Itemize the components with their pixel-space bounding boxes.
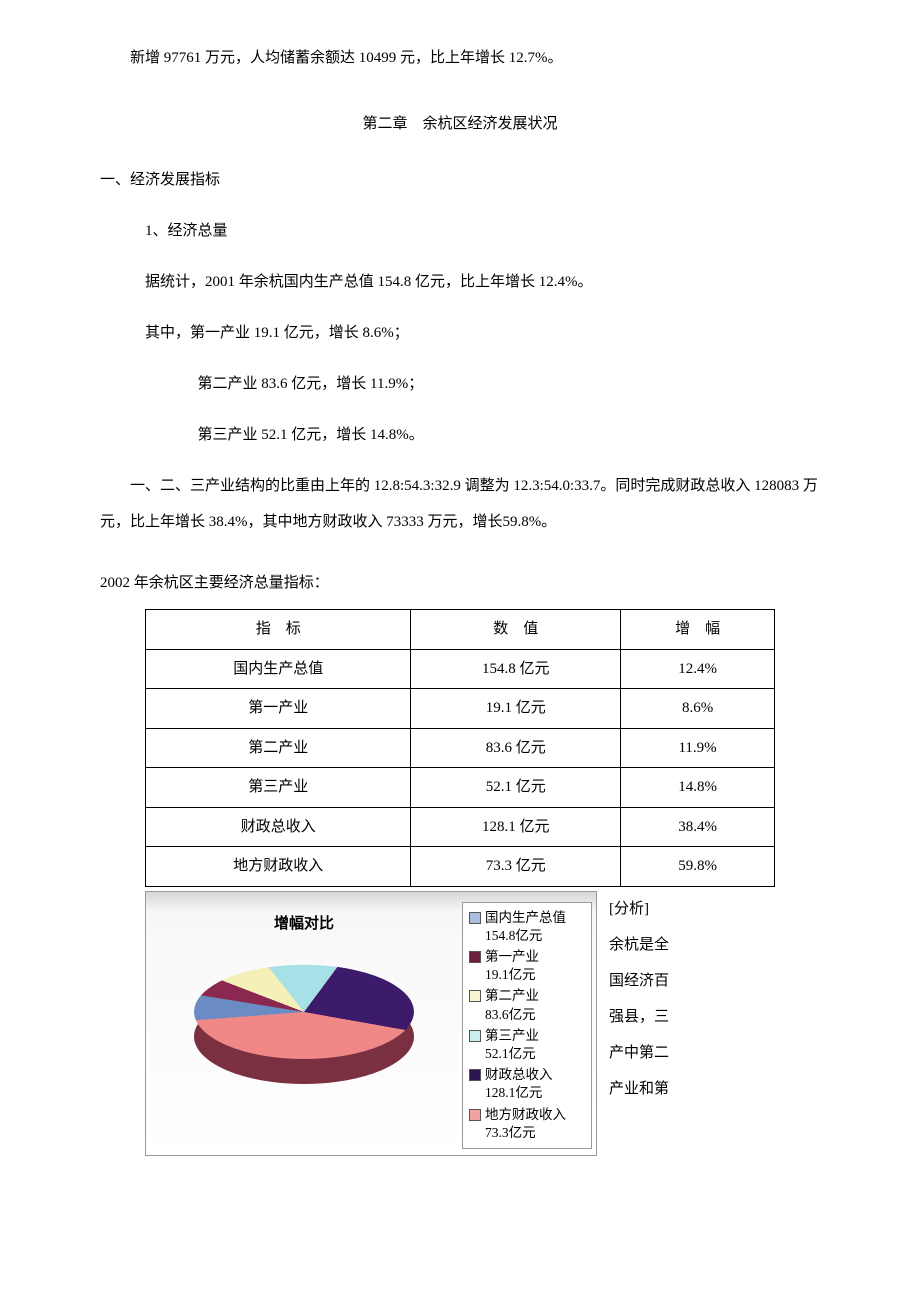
table-cell: 38.4% [621,807,775,847]
section-heading-1: 一、经济发展指标 [100,162,820,198]
table-row: 第一产业19.1 亿元8.6% [146,689,775,729]
table-caption: 2002 年余杭区主要经济总量指标： [100,565,820,601]
legend-item: 国内生产总值154.8亿元 [469,909,585,945]
table-cell: 第二产业 [146,728,411,768]
table-cell: 财政总收入 [146,807,411,847]
analysis-line: 强县，三 [609,999,669,1035]
para-ind3: 第三产业 52.1 亿元，增长 14.8%。 [100,417,820,453]
table-cell: 128.1 亿元 [411,807,621,847]
th-indicator: 指 标 [146,610,411,650]
analysis-line: [分析] [609,891,669,927]
economic-table: 指 标 数 值 增 幅 国内生产总值154.8 亿元12.4%第一产业19.1 … [145,609,775,887]
analysis-text: [分析]余杭是全国经济百强县，三产中第二产业和第 [609,891,669,1107]
subsection-1: 1、经济总量 [100,213,820,249]
legend-item: 财政总收入128.1亿元 [469,1066,585,1102]
table-cell: 83.6 亿元 [411,728,621,768]
legend-swatch [469,990,481,1002]
table-cell: 154.8 亿元 [411,649,621,689]
para-ind2: 第二产业 83.6 亿元，增长 11.9%； [100,366,820,402]
legend-label: 第一产业19.1亿元 [485,948,539,984]
legend-item: 第一产业19.1亿元 [469,948,585,984]
pie-chart-box: 增幅对比 国内生产总值154.8亿元第一产业19.1亿元第二产业83.6亿元第三… [145,891,597,1157]
analysis-line: 余杭是全 [609,927,669,963]
legend-label: 第三产业52.1亿元 [485,1027,539,1063]
table-row: 财政总收入128.1 亿元38.4% [146,807,775,847]
chapter-title: 第二章 余杭区经济发展状况 [100,106,820,142]
legend-item: 第二产业83.6亿元 [469,987,585,1023]
table-header-row: 指 标 数 值 增 幅 [146,610,775,650]
chart-title: 增幅对比 [274,906,334,942]
legend-swatch [469,951,481,963]
analysis-line: 产业和第 [609,1071,669,1107]
table-row: 第三产业52.1 亿元14.8% [146,768,775,808]
intro-paragraph: 新增 97761 万元，人均储蓄余额达 10499 元，比上年增长 12.7%。 [100,40,820,76]
th-growth: 增 幅 [621,610,775,650]
legend-label: 财政总收入128.1亿元 [485,1066,553,1102]
analysis-line: 产中第二 [609,1035,669,1071]
table-cell: 第三产业 [146,768,411,808]
legend-swatch [469,912,481,924]
th-value: 数 值 [411,610,621,650]
table-cell: 73.3 亿元 [411,847,621,887]
legend-swatch [469,1069,481,1081]
legend-label: 国内生产总值154.8亿元 [485,909,566,945]
legend-swatch [469,1109,481,1121]
para-gdp: 据统计，2001 年余杭国内生产总值 154.8 亿元，比上年增长 12.4%。 [100,264,820,300]
para-structure: 一、二、三产业结构的比重由上年的 12.8:54.3:32.9 调整为 12.3… [100,468,820,540]
table-row: 国内生产总值154.8 亿元12.4% [146,649,775,689]
table-cell: 19.1 亿元 [411,689,621,729]
legend-label: 第二产业83.6亿元 [485,987,539,1023]
table-row: 地方财政收入73.3 亿元59.8% [146,847,775,887]
table-cell: 12.4% [621,649,775,689]
table-cell: 59.8% [621,847,775,887]
table-cell: 第一产业 [146,689,411,729]
analysis-line: 国经济百 [609,963,669,999]
table-cell: 国内生产总值 [146,649,411,689]
table-cell: 8.6% [621,689,775,729]
table-row: 第二产业83.6 亿元11.9% [146,728,775,768]
table-cell: 52.1 亿元 [411,768,621,808]
legend-swatch [469,1030,481,1042]
legend-item: 第三产业52.1亿元 [469,1027,585,1063]
chart-legend: 国内生产总值154.8亿元第一产业19.1亿元第二产业83.6亿元第三产业52.… [462,902,592,1150]
table-cell: 地方财政收入 [146,847,411,887]
pie-chart [194,954,414,1094]
table-cell: 11.9% [621,728,775,768]
legend-label: 地方财政收入73.3亿元 [485,1106,566,1142]
legend-item: 地方财政收入73.3亿元 [469,1106,585,1142]
table-cell: 14.8% [621,768,775,808]
para-ind1: 其中，第一产业 19.1 亿元，增长 8.6%； [100,315,820,351]
